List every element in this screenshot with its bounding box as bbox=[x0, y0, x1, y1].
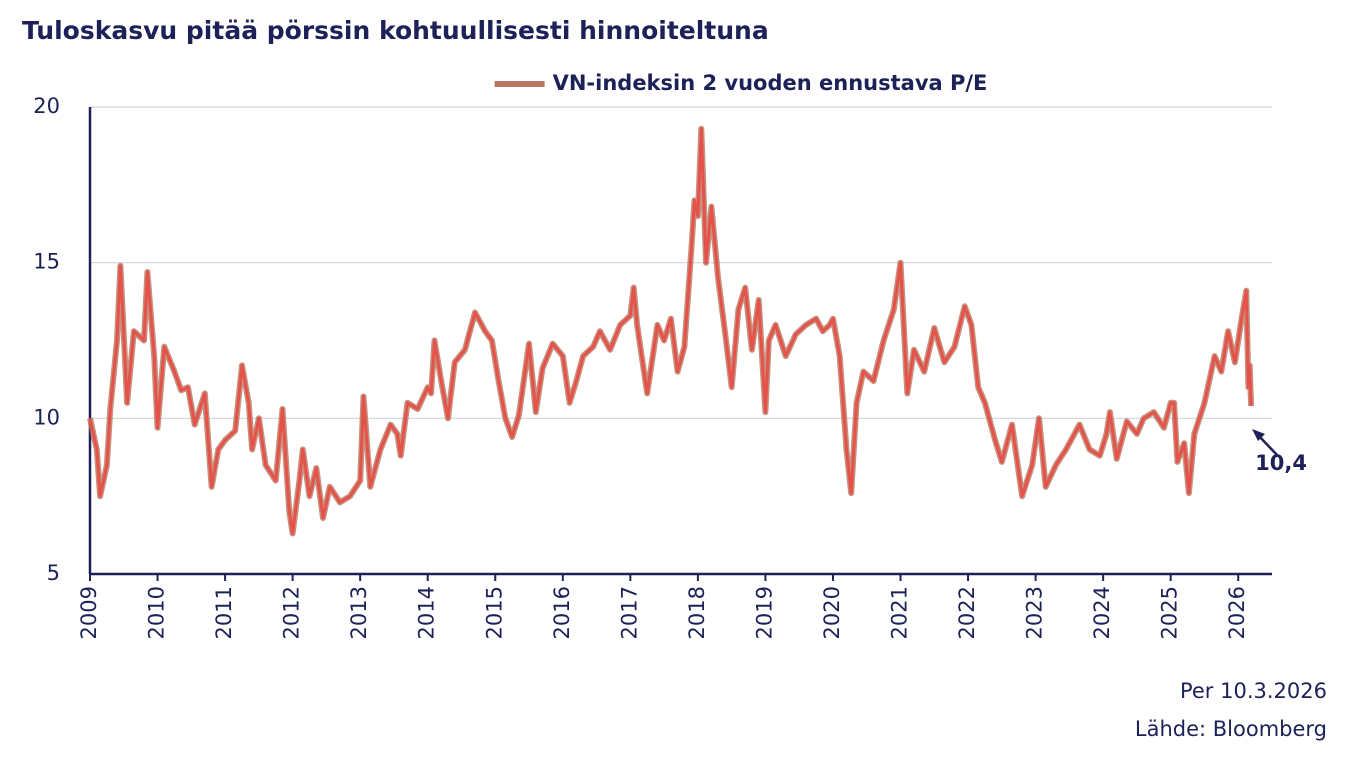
legend-item: VN-indeksin 2 vuoden ennustava P/E bbox=[494, 71, 988, 95]
data-line bbox=[88, 127, 1253, 535]
annotation-label: 10,4 bbox=[1255, 451, 1307, 475]
x-tick-label: 2009 bbox=[77, 586, 101, 639]
x-tick-label: 2023 bbox=[1023, 586, 1047, 639]
y-tick-label: 15 bbox=[33, 250, 60, 274]
x-tick-label: 2013 bbox=[347, 586, 371, 639]
x-tick-label: 2025 bbox=[1158, 586, 1182, 639]
x-tick-label: 2016 bbox=[550, 586, 574, 639]
x-tick-label: 2012 bbox=[280, 586, 304, 639]
y-tick-label: 5 bbox=[47, 561, 60, 585]
x-tick-label: 2017 bbox=[617, 586, 641, 639]
x-tick-label: 2024 bbox=[1090, 586, 1114, 639]
annotation-arrowhead bbox=[1252, 429, 1265, 441]
x-tick-label: 2011 bbox=[212, 586, 236, 639]
x-tick-label: 2014 bbox=[415, 586, 439, 639]
x-tick-label: 2015 bbox=[482, 586, 506, 639]
x-tick-label: 2022 bbox=[955, 586, 979, 639]
date-note: Per 10.3.2026 bbox=[1180, 679, 1327, 703]
y-tick-label: 10 bbox=[33, 405, 60, 429]
x-tick-label: 2020 bbox=[820, 586, 844, 639]
chart-title: Tuloskasvu pitää pörssin kohtuullisesti … bbox=[22, 16, 769, 45]
x-tick-label: 2019 bbox=[752, 586, 776, 639]
line-shadow bbox=[87, 125, 1255, 537]
x-tick-label: 2018 bbox=[685, 586, 709, 639]
legend-label: VN-indeksin 2 vuoden ennustava P/E bbox=[553, 71, 988, 95]
x-tick-label: 2026 bbox=[1225, 586, 1249, 639]
x-tick-label: 2010 bbox=[145, 586, 169, 639]
source-note: Lähde: Bloomberg bbox=[1135, 717, 1327, 741]
x-tick-label: 2021 bbox=[888, 586, 912, 639]
y-tick-label: 20 bbox=[33, 94, 60, 118]
